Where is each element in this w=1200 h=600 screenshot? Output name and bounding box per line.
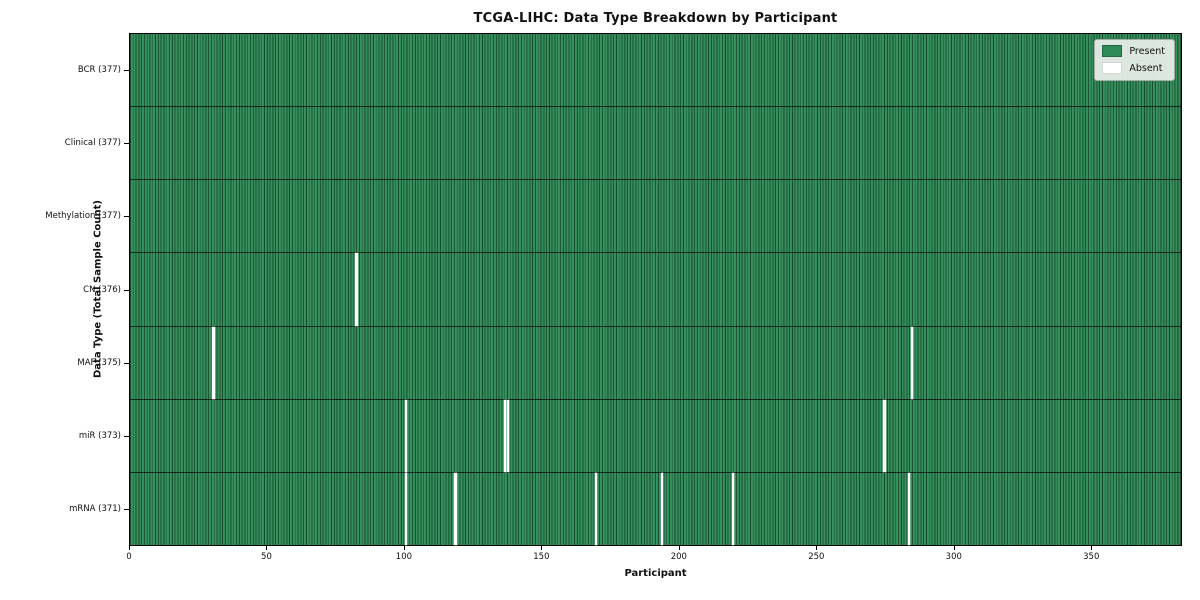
x-tick-label-150: 150 — [533, 552, 550, 562]
x-tick-mark-0 — [129, 546, 130, 550]
legend-item-present: Present — [1102, 45, 1165, 57]
heatmap-rows-container — [130, 34, 1181, 545]
legend-label-present: Present — [1129, 45, 1165, 57]
x-tick-label-200: 200 — [670, 552, 687, 562]
x-tick-mark-150 — [541, 546, 543, 550]
y-tick-label-Clinical: Clinical (377) — [64, 137, 121, 148]
x-tick-label-0: 0 — [126, 552, 132, 562]
y-tick-mark-MAF — [124, 362, 129, 364]
y-tick-mark-BCR — [124, 69, 129, 71]
y-tick-mark-mRNA — [124, 509, 129, 511]
x-tick-mark-200 — [678, 546, 680, 550]
legend-item-absent: Absent — [1102, 62, 1165, 74]
legend: Present Absent — [1094, 39, 1175, 81]
absent-cell-mRNA-283 — [908, 472, 911, 545]
x-tick-label-300: 300 — [945, 552, 962, 562]
absent-cell-MAF-30 — [212, 326, 215, 399]
x-tick-mark-300 — [953, 546, 955, 550]
absent-cell-miR-136 — [503, 399, 507, 472]
absent-cell-miR-274 — [883, 399, 886, 472]
absent-cell-mRNA-118 — [454, 472, 457, 545]
heatmap-row-mRNA — [130, 472, 1181, 545]
legend-swatch-present — [1102, 45, 1123, 57]
y-tick-label-MAF: MAF (375) — [77, 357, 121, 368]
absent-cell-mRNA-100 — [404, 472, 408, 545]
absent-cell-miR-137 — [506, 399, 509, 472]
absent-cell-mRNA-169 — [594, 472, 597, 545]
x-tick-mark-100 — [403, 546, 405, 550]
x-tick-mark-50 — [266, 546, 268, 550]
y-tick-label-Methylation: Methylation (377) — [45, 211, 121, 222]
x-tick-label-250: 250 — [808, 552, 825, 562]
y-tick-mark-miR — [124, 436, 129, 438]
x-tick-label-100: 100 — [395, 552, 413, 562]
legend-swatch-absent — [1102, 62, 1123, 74]
y-tick-label-miR: miR (373) — [78, 431, 121, 442]
x-tick-label-350: 350 — [1083, 552, 1100, 562]
heatmap-row-miR — [130, 399, 1181, 473]
absent-cell-mRNA-219 — [732, 472, 735, 545]
heatmap-row-MAF — [130, 326, 1181, 400]
x-tick-mark-250 — [816, 546, 818, 550]
y-tick-mark-CN — [124, 289, 129, 291]
x-axis-label: Participant — [624, 568, 687, 579]
heatmap-row-CN — [130, 253, 1181, 327]
absent-cell-miR-100 — [404, 399, 408, 472]
absent-cell-MAF-284 — [910, 326, 914, 399]
x-tick-label-50: 50 — [261, 552, 272, 562]
chart-title: TCGA-LIHC: Data Type Breakdown by Partic… — [473, 11, 838, 26]
heatmap-row-Clinical — [130, 107, 1181, 181]
absent-cell-mRNA-193 — [660, 472, 663, 545]
y-tick-mark-Clinical — [124, 142, 129, 144]
y-tick-label-BCR: BCR (377) — [77, 64, 121, 75]
legend-label-absent: Absent — [1129, 62, 1163, 74]
heatmap-row-Methylation — [130, 180, 1181, 254]
heatmap-row-BCR — [130, 34, 1181, 108]
y-tick-label-CN: CN (376) — [83, 284, 121, 295]
plot-area: Present Absent — [129, 33, 1182, 546]
x-tick-mark-350 — [1091, 546, 1093, 550]
absent-cell-CN-82 — [355, 253, 358, 326]
y-tick-mark-Methylation — [124, 216, 129, 218]
y-axis-label: Data Type (Total Sample Count) — [92, 199, 104, 379]
y-tick-label-mRNA: mRNA (371) — [69, 504, 121, 515]
